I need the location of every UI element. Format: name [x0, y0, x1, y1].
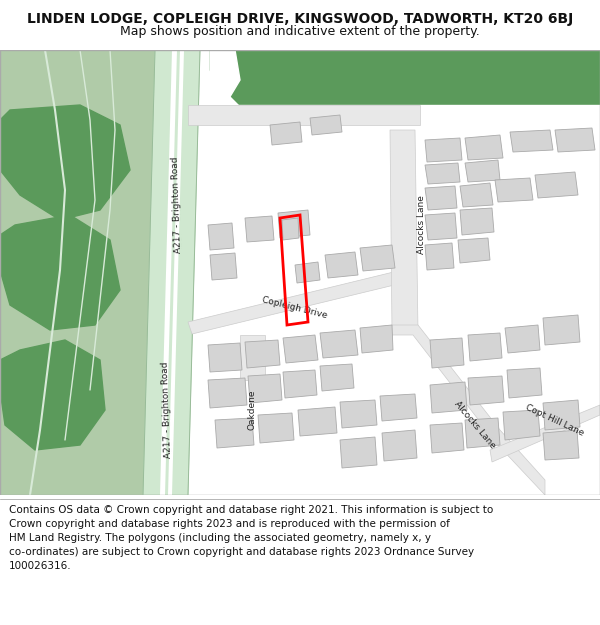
Polygon shape	[460, 183, 493, 207]
Polygon shape	[283, 370, 317, 398]
Polygon shape	[460, 208, 494, 235]
Polygon shape	[535, 172, 578, 198]
Polygon shape	[208, 343, 242, 372]
Polygon shape	[0, 215, 120, 330]
Polygon shape	[210, 253, 237, 280]
Polygon shape	[0, 50, 155, 495]
Polygon shape	[210, 50, 240, 105]
Polygon shape	[360, 245, 395, 271]
Polygon shape	[282, 218, 299, 240]
Text: Copt Hill Lane: Copt Hill Lane	[524, 402, 586, 437]
Polygon shape	[340, 400, 377, 428]
Polygon shape	[555, 128, 595, 152]
Polygon shape	[380, 394, 417, 421]
Polygon shape	[295, 262, 320, 283]
Polygon shape	[0, 340, 105, 450]
Polygon shape	[320, 364, 354, 391]
Polygon shape	[188, 105, 420, 125]
Polygon shape	[425, 186, 457, 210]
Polygon shape	[0, 50, 600, 495]
Polygon shape	[245, 340, 280, 368]
Text: A217 - Brighton Road: A217 - Brighton Road	[161, 361, 173, 459]
Polygon shape	[543, 400, 580, 430]
Polygon shape	[425, 243, 454, 270]
Polygon shape	[510, 130, 553, 152]
Polygon shape	[340, 437, 377, 468]
Polygon shape	[0, 105, 130, 220]
Polygon shape	[208, 378, 247, 408]
Polygon shape	[248, 374, 282, 403]
Text: LINDEN LODGE, COPLEIGH DRIVE, KINGSWOOD, TADWORTH, KT20 6BJ: LINDEN LODGE, COPLEIGH DRIVE, KINGSWOOD,…	[27, 12, 573, 26]
Polygon shape	[360, 325, 393, 353]
Polygon shape	[188, 268, 415, 334]
Polygon shape	[425, 138, 462, 162]
Polygon shape	[465, 160, 500, 182]
Polygon shape	[507, 368, 542, 398]
Polygon shape	[283, 335, 318, 363]
Polygon shape	[310, 115, 342, 135]
Polygon shape	[458, 238, 490, 263]
Polygon shape	[430, 423, 464, 453]
Text: Alcocks Lane: Alcocks Lane	[417, 196, 426, 254]
Polygon shape	[465, 135, 503, 160]
Text: Map shows position and indicative extent of the property.: Map shows position and indicative extent…	[120, 24, 480, 38]
Polygon shape	[543, 430, 579, 460]
Polygon shape	[143, 50, 200, 495]
Polygon shape	[430, 338, 464, 368]
Polygon shape	[465, 418, 500, 448]
Polygon shape	[168, 50, 184, 495]
Polygon shape	[430, 382, 467, 413]
Polygon shape	[425, 163, 460, 184]
Polygon shape	[390, 325, 545, 495]
Polygon shape	[468, 333, 502, 361]
Polygon shape	[468, 376, 504, 405]
Polygon shape	[208, 223, 234, 250]
Polygon shape	[258, 413, 294, 443]
Polygon shape	[543, 315, 580, 345]
Polygon shape	[505, 325, 540, 353]
Polygon shape	[320, 330, 358, 358]
Text: Oakdene: Oakdene	[248, 390, 257, 431]
Polygon shape	[215, 418, 254, 448]
Polygon shape	[240, 335, 265, 380]
Text: A217 - Brighton Road: A217 - Brighton Road	[171, 156, 183, 254]
Polygon shape	[160, 50, 177, 495]
Polygon shape	[298, 407, 337, 436]
Polygon shape	[495, 178, 533, 202]
Polygon shape	[210, 50, 600, 235]
Polygon shape	[503, 410, 540, 440]
Polygon shape	[270, 122, 302, 145]
Polygon shape	[425, 213, 457, 240]
Text: Contains OS data © Crown copyright and database right 2021. This information is : Contains OS data © Crown copyright and d…	[9, 506, 493, 571]
Polygon shape	[490, 405, 600, 462]
Text: Alcocks Lane: Alcocks Lane	[452, 399, 497, 451]
Polygon shape	[390, 130, 418, 330]
Polygon shape	[325, 252, 358, 278]
Text: Copleigh Drive: Copleigh Drive	[262, 296, 329, 321]
Polygon shape	[278, 210, 310, 238]
Polygon shape	[200, 105, 600, 495]
Polygon shape	[382, 430, 417, 461]
Polygon shape	[245, 216, 274, 242]
